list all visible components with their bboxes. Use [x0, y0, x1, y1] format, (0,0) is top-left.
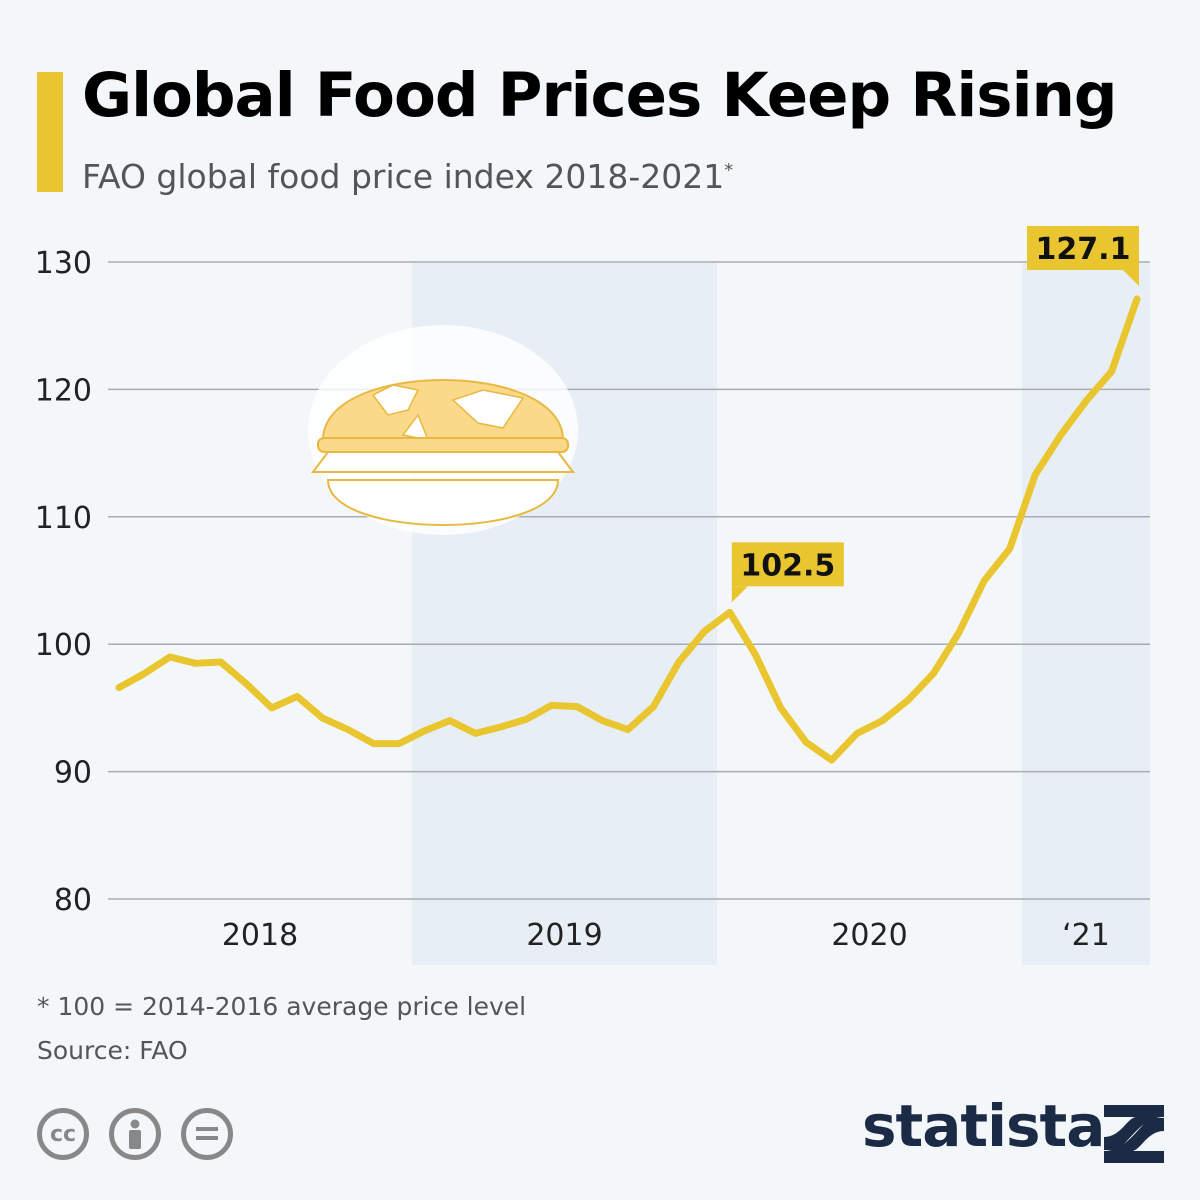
value-callout: 102.5 [731, 542, 844, 603]
year-band [1022, 262, 1150, 965]
subtitle-footnote-mark: * [724, 160, 734, 181]
y-tick-label: 120 [35, 373, 92, 408]
x-tick-label: 2020 [831, 918, 907, 953]
callout-box [1027, 226, 1139, 270]
footnote: * 100 = 2014-2016 average price level [37, 992, 527, 1021]
cc-icon[interactable]: cc [37, 1108, 89, 1160]
callout-pointer [731, 586, 748, 603]
y-tick-label: 110 [35, 501, 92, 536]
callout-box [731, 542, 844, 587]
x-tick-label: 2018 [222, 918, 298, 953]
no-derivatives-icon[interactable] [181, 1108, 233, 1160]
y-tick-label: 80 [54, 883, 92, 918]
statista-logo-icon [1104, 1105, 1164, 1163]
callout-pointer [1123, 270, 1139, 286]
equals-icon [196, 1127, 218, 1140]
value-callout: 127.1 [1027, 226, 1139, 286]
statista-logo[interactable]: statista [862, 1092, 1105, 1160]
page-title: Global Food Prices Keep Rising [82, 60, 1118, 131]
x-tick-label: ‘21 [1062, 918, 1110, 953]
person-icon [129, 1119, 141, 1149]
y-tick-label: 130 [35, 246, 92, 281]
page-subtitle: FAO global food price index 2018-2021* [82, 157, 733, 196]
callout-label: 102.5 [740, 548, 835, 583]
source: Source: FAO [37, 1036, 188, 1065]
cc-label: cc [49, 1121, 77, 1147]
y-tick-label: 90 [54, 756, 92, 791]
callout-label: 127.1 [1036, 232, 1131, 267]
attribution-icon[interactable] [109, 1108, 161, 1160]
burger-globe-illustration [308, 325, 578, 535]
subtitle-text: FAO global food price index 2018-2021 [82, 157, 725, 196]
brand-text: statista [862, 1092, 1105, 1160]
y-tick-label: 100 [35, 628, 92, 663]
accent-bar [37, 72, 63, 192]
x-tick-label: 2019 [526, 918, 602, 953]
